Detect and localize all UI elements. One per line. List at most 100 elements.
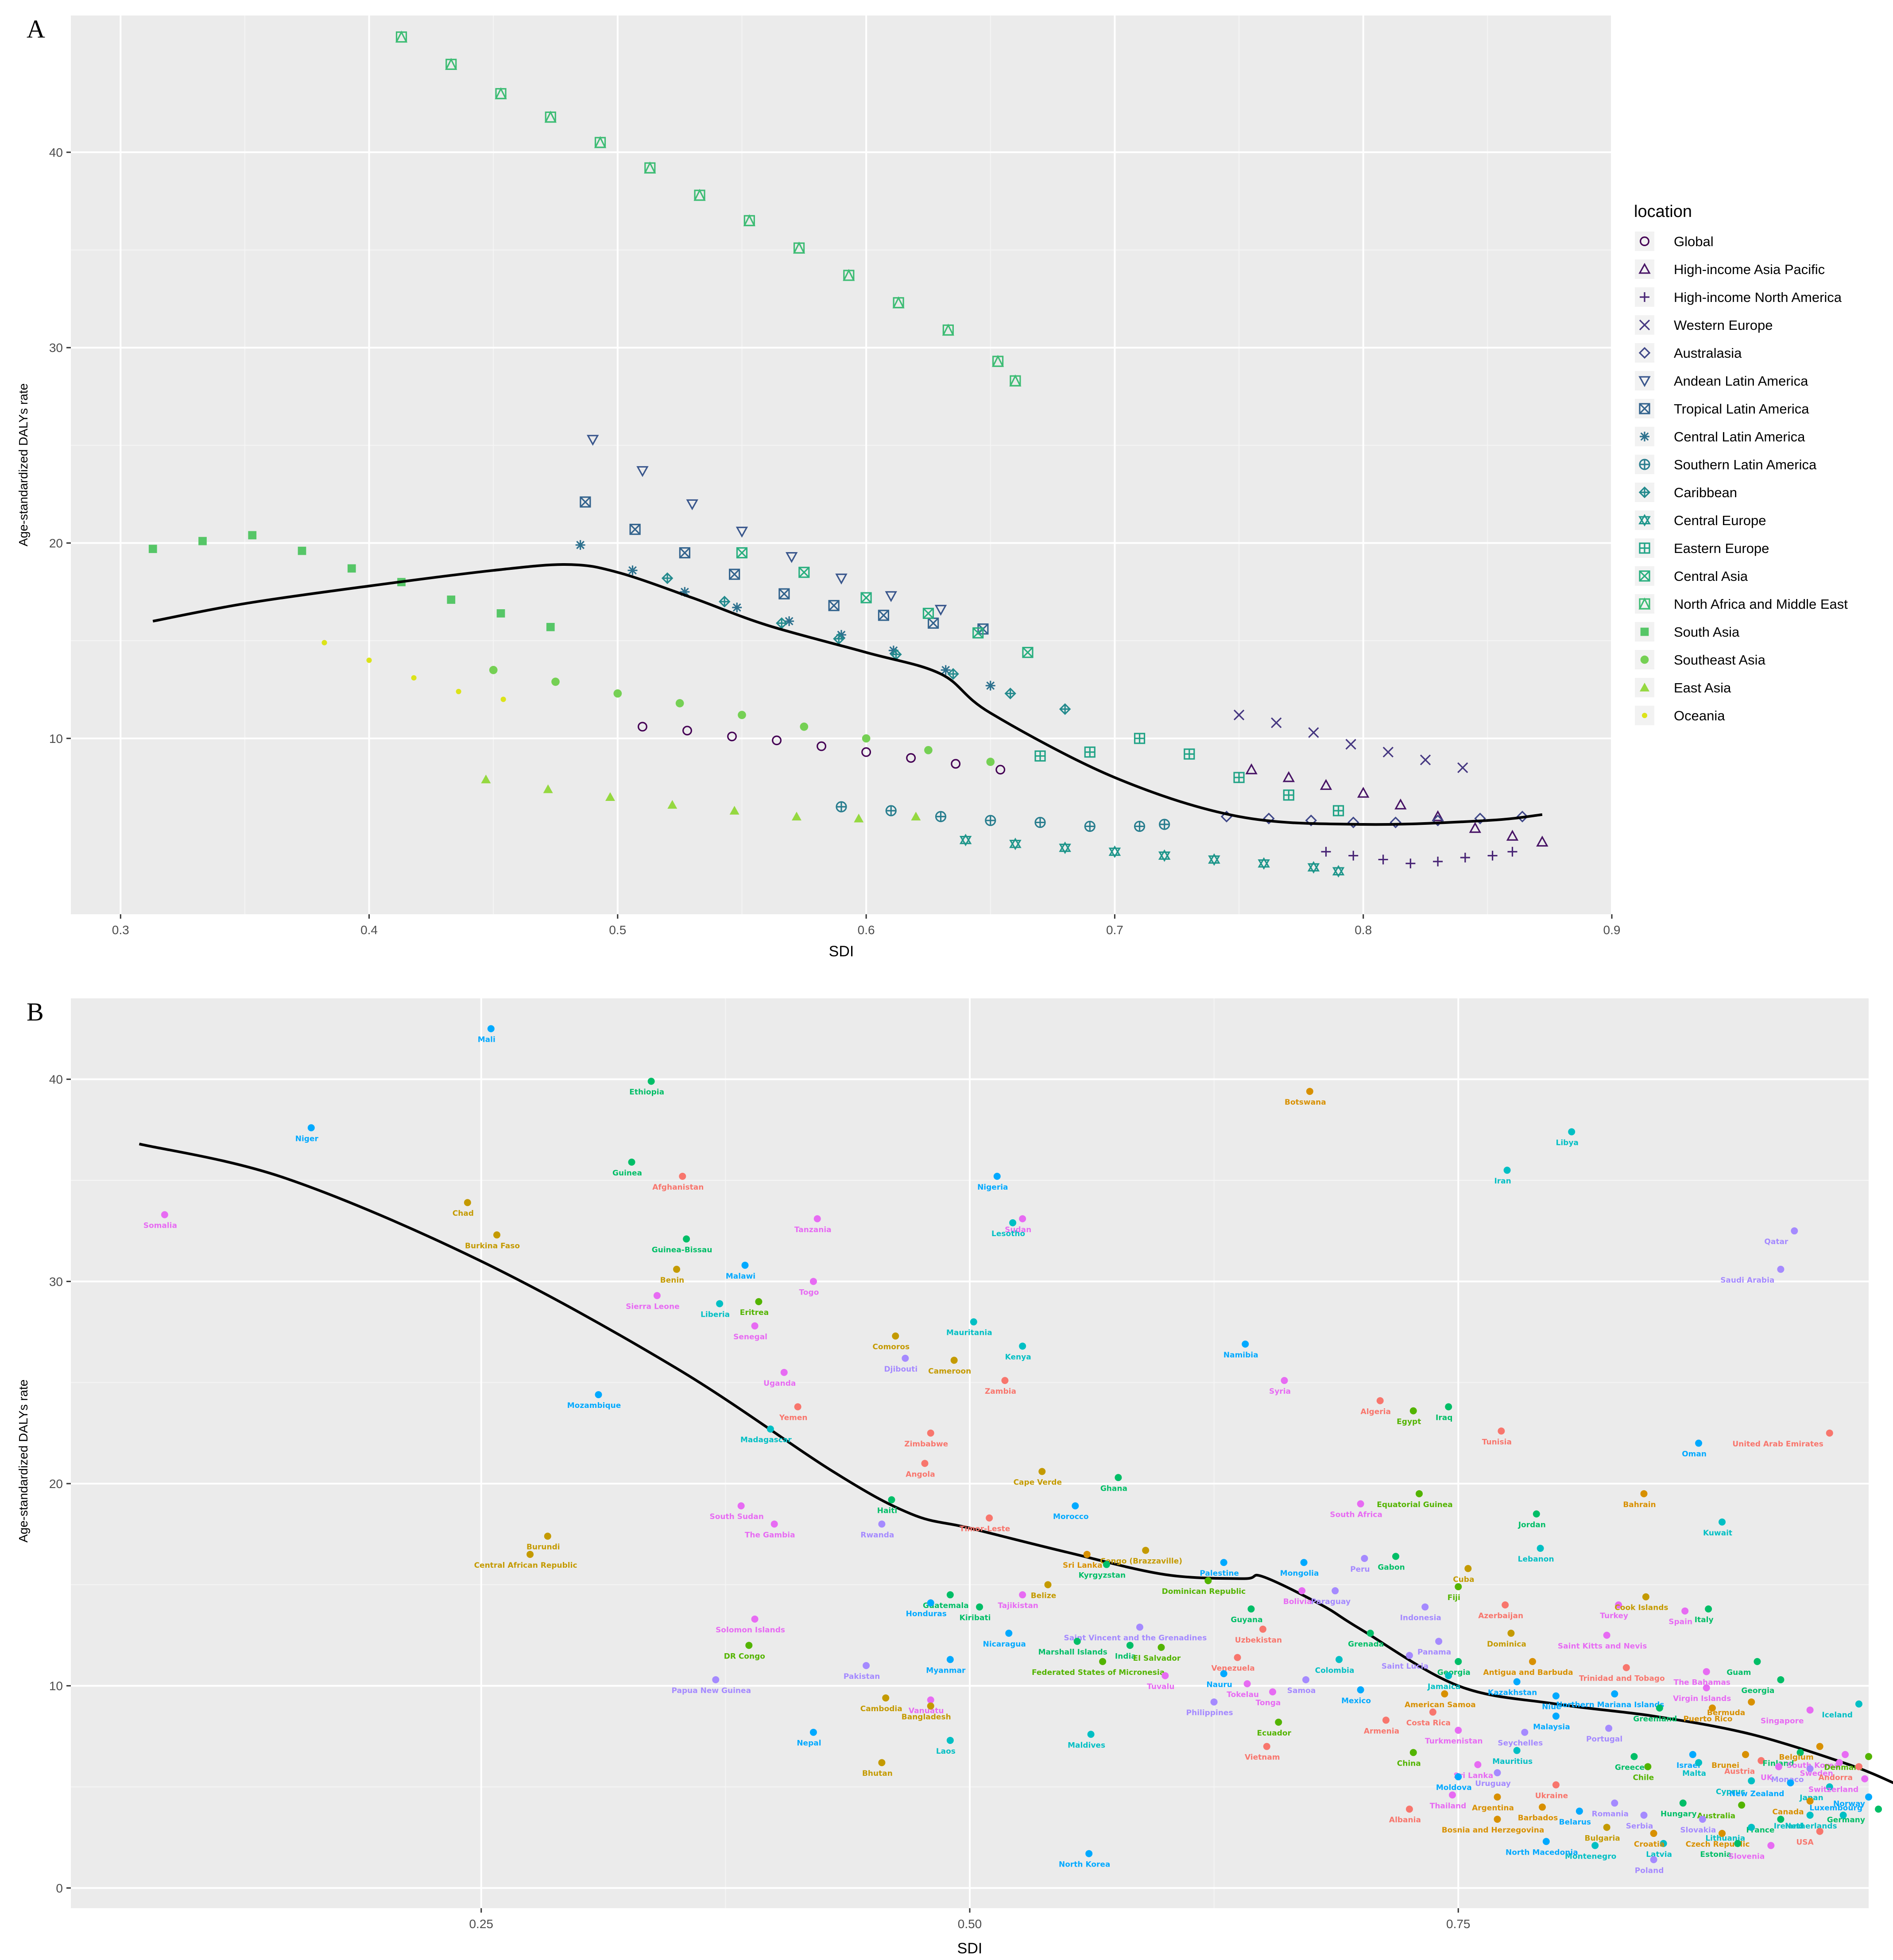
- country-label: Guyana: [1231, 1616, 1262, 1624]
- country-syria: Syria: [1269, 1377, 1291, 1396]
- country-point: [1826, 1429, 1833, 1437]
- country-label: Guam: [1727, 1668, 1751, 1677]
- data-point: [411, 675, 417, 681]
- country-vanuatu: Vanuatu: [909, 1696, 944, 1716]
- x-tick-label: 0.5: [609, 923, 626, 937]
- country-label: North Korea: [1059, 1860, 1110, 1869]
- country-point: [794, 1403, 801, 1411]
- legend-label: Australasia: [1674, 345, 1742, 361]
- data-point: [992, 355, 1004, 367]
- country-point: [946, 1656, 954, 1663]
- legend-item-caribbean: Caribbean: [1635, 483, 1737, 502]
- country-label: Austria: [1724, 1767, 1755, 1776]
- country-label: Venezuela: [1211, 1664, 1254, 1673]
- country-mongolia: Mongolia: [1280, 1559, 1319, 1578]
- country-poland: Poland: [1635, 1856, 1664, 1875]
- country-kenya: Kenya: [1005, 1342, 1031, 1361]
- country-point: [813, 1215, 821, 1222]
- legend-marker: [1638, 486, 1651, 499]
- data-point: [1507, 847, 1517, 857]
- legend-marker: [1639, 570, 1650, 582]
- country-belgium: Belgium: [1779, 1743, 1823, 1762]
- country-somalia: Somalia: [143, 1211, 177, 1230]
- data-point: [836, 801, 847, 812]
- country-point: [1533, 1510, 1540, 1518]
- country-label: Peru: [1350, 1565, 1370, 1574]
- country-label: Ukraine: [1535, 1791, 1568, 1800]
- country-label: Iran: [1494, 1177, 1511, 1186]
- country-label: Nauru: [1207, 1680, 1232, 1689]
- country-usa: USA: [1796, 1828, 1823, 1847]
- country-brunei: Brunei: [1711, 1751, 1749, 1770]
- country-label: Hungary: [1661, 1810, 1697, 1819]
- legend-item-east-asia: East Asia: [1635, 678, 1731, 697]
- country-label: Brunei: [1711, 1761, 1739, 1770]
- country-point: [1269, 1688, 1277, 1696]
- country-pakistan: Pakistan: [844, 1662, 880, 1681]
- data-point: [778, 588, 790, 599]
- country-eritrea: Eritrea: [740, 1298, 769, 1317]
- country-myanmar: Myanmar: [926, 1656, 966, 1675]
- country-point: [1204, 1577, 1212, 1585]
- legend-label: Western Europe: [1674, 317, 1773, 333]
- country-burkina-faso: Burkina Faso: [465, 1231, 520, 1250]
- country-liberia: Liberia: [701, 1300, 730, 1319]
- country-point: [902, 1354, 909, 1362]
- country-label: Madagascar: [740, 1436, 792, 1445]
- data-point: [1004, 688, 1016, 700]
- legend-item-eastern-europe: Eastern Europe: [1635, 538, 1769, 558]
- data-point: [693, 189, 706, 201]
- country-label: Ireland: [1774, 1822, 1804, 1831]
- country-label: Saint Vincent and the Grenadines: [1064, 1634, 1207, 1643]
- data-point: [1420, 754, 1431, 765]
- country-label: Vanuatu: [909, 1707, 944, 1716]
- country-point: [1650, 1830, 1657, 1837]
- country-label: Montenegro: [1565, 1852, 1616, 1861]
- country-point: [1083, 1550, 1091, 1558]
- country-point: [1839, 1811, 1847, 1819]
- country-saint-vincent-and-the-grenadines: Saint Vincent and the Grenadines: [1064, 1624, 1207, 1643]
- country-label: Ghana: [1100, 1484, 1127, 1493]
- country-label: Cuba: [1453, 1575, 1474, 1584]
- country-label: Albania: [1389, 1816, 1421, 1825]
- country-ireland: Ireland: [1774, 1811, 1814, 1831]
- country-point: [1357, 1500, 1364, 1508]
- series-central-latin-america: [575, 540, 995, 691]
- country-label: Togo: [799, 1288, 819, 1297]
- country-point: [1298, 1587, 1306, 1595]
- country-label: Libya: [1556, 1138, 1579, 1147]
- series-southern-latin-america: [836, 801, 1170, 832]
- country-label: Congo (Brazzaville): [1100, 1557, 1182, 1566]
- country-label: Israel: [1676, 1761, 1700, 1770]
- panel-a: A 0.3 0.4 0.5 0.6 0.7 0.8 0.9 10 20 30 40 SDI Age…: [16, 15, 1848, 960]
- country-luxembourg: Luxembourg: [1809, 1793, 1872, 1813]
- country-united-arab-emirates: United Arab Emirates: [1732, 1429, 1833, 1449]
- data-point: [1347, 816, 1359, 828]
- country-cyprus: Cyprus: [1716, 1777, 1755, 1796]
- data-point: [544, 110, 557, 123]
- legend-marker: [1640, 683, 1649, 692]
- country-point: [1826, 1783, 1833, 1790]
- data-point: [605, 792, 615, 801]
- country-guinea-bissau: Guinea-Bissau: [652, 1235, 712, 1254]
- country-label: Canada: [1772, 1808, 1804, 1817]
- country-label: Central African Republic: [474, 1561, 577, 1570]
- country-label: Eritrea: [740, 1308, 769, 1317]
- country-label: Bosnia and Herzegovina: [1442, 1826, 1545, 1835]
- legend-item-tropical-latin-america: Tropical Latin America: [1635, 399, 1809, 418]
- country-croatia: Croatia: [1634, 1830, 1665, 1849]
- country-label: North Macedonia: [1506, 1848, 1578, 1857]
- plot-b-x-ticks: 0.25 0.50 0.75: [469, 1908, 1471, 1931]
- country-lesotho: Lesotho: [991, 1219, 1025, 1238]
- country-india: India: [1115, 1642, 1136, 1661]
- country-cambodia: Cambodia: [860, 1694, 902, 1713]
- country-nigeria: Nigeria: [977, 1172, 1008, 1192]
- legend-label: Southeast Asia: [1674, 652, 1766, 668]
- country-slovenia: Slovenia: [1729, 1842, 1775, 1861]
- data-point: [947, 668, 959, 680]
- country-malawi: Malawi: [726, 1261, 755, 1281]
- legend-marker: [1639, 542, 1650, 554]
- legend-marker: [1638, 347, 1651, 359]
- country-label: Chad: [453, 1209, 474, 1218]
- legend-item-global: Global: [1635, 232, 1714, 251]
